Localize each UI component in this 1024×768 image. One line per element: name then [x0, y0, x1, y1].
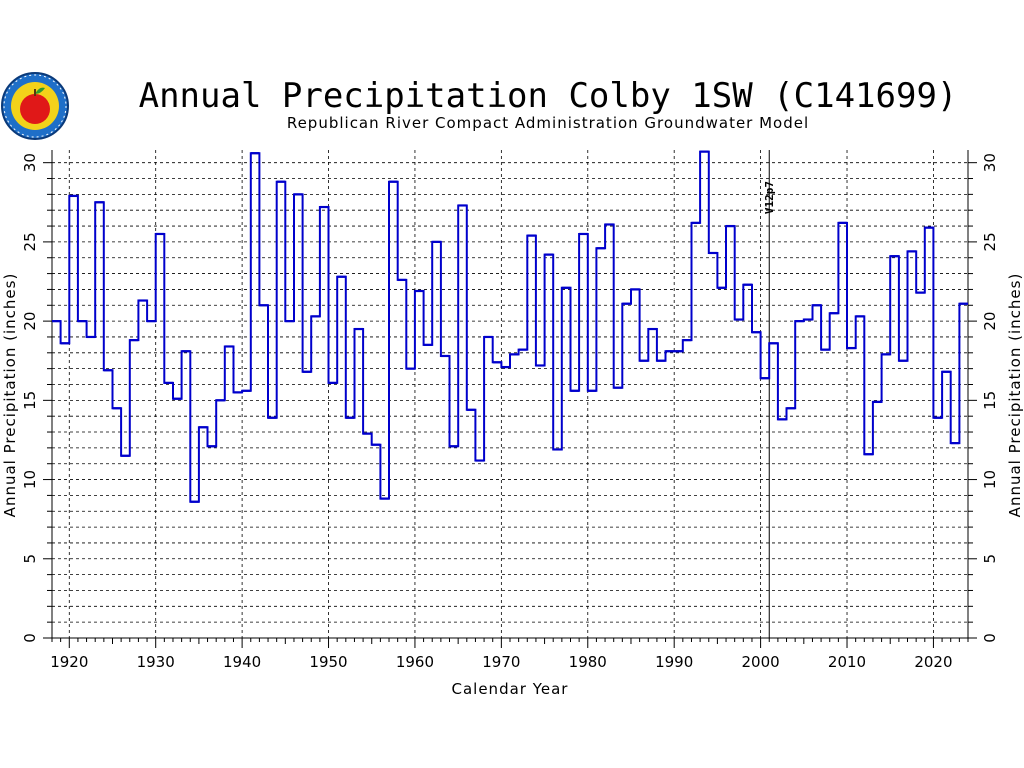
- x-tick-label: 1970: [482, 653, 520, 671]
- x-tick-label: 1950: [309, 653, 347, 671]
- annotation-group: V12p7: [763, 150, 776, 638]
- x-tick-label: 1940: [223, 653, 261, 671]
- y-tick-label-left: 15: [21, 391, 39, 410]
- series-group: [52, 150, 968, 503]
- y-axis-label-right: Annual Precipitation (inches): [1006, 273, 1024, 518]
- y-tick-label-right: 30: [981, 153, 999, 172]
- x-tick-label: 1920: [50, 653, 88, 671]
- x-tick-label: 2000: [742, 653, 780, 671]
- y-tick-label-right: 10: [981, 470, 999, 489]
- series-line: [52, 150, 968, 503]
- y-tick-label-left: 25: [21, 232, 39, 251]
- x-tick-labels: 1920 1930 1940 1950 1960 1970 1980 1990 2000 2010…: [50, 653, 952, 671]
- y-tick-label-left: 30: [21, 153, 39, 172]
- y-tick-label-left: 0: [21, 633, 39, 643]
- x-tick-label: 1960: [396, 653, 434, 671]
- annotation-label: V12p7: [763, 181, 776, 214]
- chart-title: Annual Precipitation Colby 1SW (C141699): [139, 76, 958, 116]
- y-tick-label-right: 15: [981, 391, 999, 410]
- x-tick-label: 1990: [655, 653, 693, 671]
- y-tick-label-left: 10: [21, 470, 39, 489]
- y-tick-labels-right: 0 5 10 15 20 25 30: [981, 153, 999, 643]
- y-tick-label-left: 20: [21, 312, 39, 331]
- x-tick-label: 1980: [569, 653, 607, 671]
- y-tick-label-right: 25: [981, 232, 999, 251]
- x-axis-label: Calendar Year: [452, 680, 569, 698]
- axes: [43, 150, 977, 648]
- y-tick-label-right: 20: [981, 312, 999, 331]
- y-tick-label-left: 5: [21, 554, 39, 564]
- y-tick-label-right: 0: [981, 633, 999, 643]
- apple-seal-icon: [1, 72, 69, 140]
- x-tick-label: 1930: [137, 653, 175, 671]
- y-tick-label-right: 5: [981, 554, 999, 564]
- x-tick-label: 2020: [914, 653, 952, 671]
- x-tick-label: 2010: [828, 653, 866, 671]
- y-tick-labels-left: 0 5 10 15 20 25 30: [21, 153, 39, 643]
- chart-subtitle: Republican River Compact Administration …: [287, 114, 809, 132]
- grid-lines: [52, 150, 968, 638]
- y-axis-label-left: Annual Precipitation (inches): [1, 273, 19, 518]
